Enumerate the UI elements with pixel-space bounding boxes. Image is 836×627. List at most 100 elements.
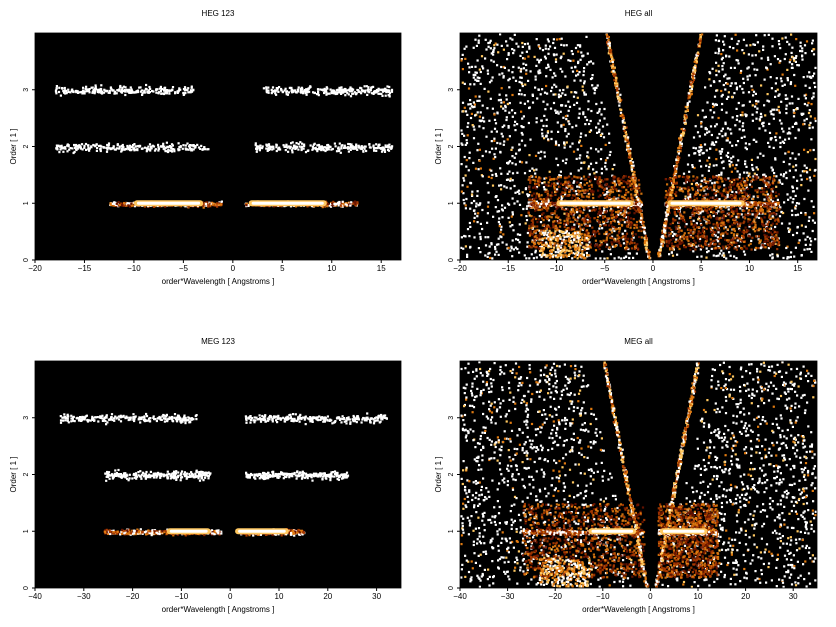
heatmap-pixel: [535, 64, 538, 67]
heatmap-pixel: [713, 143, 716, 146]
heatmap-pixel: [522, 115, 525, 118]
heatmap-pixel: [682, 172, 686, 175]
heatmap-pixel: [613, 226, 616, 229]
heatmap-pixel: [152, 90, 155, 93]
heatmap-pixel: [550, 137, 553, 141]
heatmap-pixel: [597, 122, 600, 125]
heatmap-pixel: [609, 198, 612, 201]
heatmap-pixel: [727, 151, 730, 154]
heatmap-pixel: [80, 91, 83, 94]
heatmap-pixel: [537, 178, 540, 181]
heatmap-pixel: [812, 95, 815, 98]
heatmap-pixel: [330, 148, 333, 151]
heatmap-pixel: [275, 93, 278, 96]
heatmap-pixel: [520, 125, 523, 128]
heatmap-pixel: [490, 59, 493, 62]
heatmap-pixel: [724, 231, 727, 234]
heatmap-pixel: [698, 193, 702, 196]
heatmap-pixel: [671, 254, 675, 257]
heatmap-pixel: [267, 143, 270, 146]
heatmap-pixel: [190, 144, 193, 147]
heatmap-pixel: [574, 176, 577, 179]
heatmap-pixel: [591, 231, 595, 234]
heatmap-pixel: [713, 186, 716, 189]
heatmap-pixel: [364, 89, 367, 92]
heatmap-pixel: [571, 142, 574, 145]
heatmap-pixel: [545, 134, 548, 137]
heatmap-pixel: [514, 191, 517, 194]
heatmap-pixel: [564, 181, 567, 184]
heatmap-pixel: [563, 208, 566, 211]
heatmap-pixel: [613, 163, 616, 166]
heatmap-pixel: [470, 105, 473, 108]
heatmap-pixel: [751, 167, 754, 170]
heatmap-pixel: [202, 201, 205, 204]
heatmap-pixel: [709, 109, 712, 112]
heatmap-pixel: [294, 205, 298, 208]
heatmap-pixel: [178, 146, 181, 149]
heatmap-pixel: [792, 198, 795, 201]
heatmap-pixel: [541, 208, 544, 211]
heatmap-pixel: [771, 190, 774, 193]
heatmap-pixel: [543, 55, 547, 58]
heatmap-pixel: [577, 61, 580, 65]
heatmap-pixel: [739, 71, 742, 74]
heatmap-pixel: [745, 165, 748, 168]
heatmap-pixel: [705, 221, 708, 224]
heatmap-pixel: [463, 155, 466, 159]
heatmap-pixel: [479, 70, 482, 74]
heatmap-pixel: [556, 188, 559, 191]
heatmap-pixel: [604, 211, 608, 214]
heatmap-pixel: [596, 230, 600, 233]
heatmap-pixel: [141, 147, 144, 150]
heatmap-pixel: [694, 125, 697, 128]
heatmap-pixel: [790, 66, 793, 69]
heatmap-pixel: [487, 45, 490, 48]
heatmap-pixel: [473, 220, 476, 223]
heatmap-pixel: [554, 140, 558, 143]
heatmap-pixel: [106, 143, 109, 147]
heatmap-pixel: [141, 92, 144, 95]
heatmap-pixel: [487, 41, 490, 45]
heatmap-pixel: [786, 257, 789, 260]
heatmap-pixel: [604, 165, 607, 168]
heatmap-pixel: [577, 216, 580, 219]
heatmap-pixel: [385, 91, 388, 94]
heatmap-pixel: [539, 93, 542, 96]
heatmap-pixel: [613, 182, 616, 185]
heatmap-pixel: [813, 169, 816, 172]
heatmap-pixel: [598, 247, 601, 250]
heatmap-pixel: [474, 167, 478, 170]
heatmap-pixel: [782, 160, 785, 163]
heatmap-pixel: [695, 235, 698, 238]
heatmap-pixel: [317, 148, 320, 151]
heatmap-pixel: [784, 94, 787, 97]
heatmap-pixel: [139, 144, 142, 147]
heatmap-pixel: [563, 176, 567, 179]
heatmap-pixel: [720, 58, 723, 61]
heatmap-pixel: [271, 86, 275, 89]
heatmap-pixel: [693, 243, 696, 247]
heatmap-pixel: [809, 115, 812, 118]
heatmap-pixel: [551, 191, 554, 194]
heatmap-pixel: [501, 135, 504, 138]
heatmap-pixel: [192, 145, 195, 148]
heatmap-pixel: [735, 216, 738, 219]
heatmap-pixel: [267, 91, 270, 94]
heatmap-pixel: [745, 176, 749, 180]
heatmap-pixel: [718, 252, 722, 255]
heatmap-pixel: [560, 124, 563, 127]
heatmap-pixel: [630, 237, 633, 240]
heatmap-pixel: [622, 186, 626, 189]
heatmap-pixel: [781, 182, 784, 185]
heatmap-pixel: [620, 178, 623, 181]
heatmap-pixel: [269, 147, 272, 150]
heatmap-pixel: [103, 88, 106, 91]
heatmap-pixel: [794, 157, 797, 160]
heatmap-pixel: [545, 124, 548, 128]
heatmap-pixel: [517, 93, 521, 96]
heatmap-pixel: [787, 150, 790, 153]
heatmap-pixel: [778, 179, 781, 182]
heatmap-pixel: [630, 240, 633, 243]
heatmap-pixel: [565, 141, 568, 144]
